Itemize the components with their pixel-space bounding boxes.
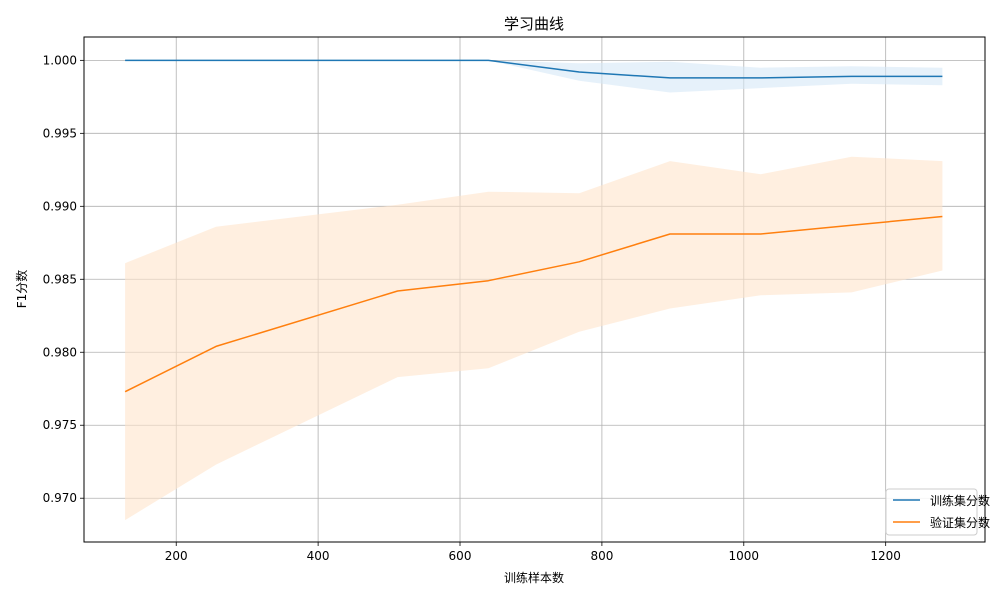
axis-ticks: 200 400 600 800 1000 1200 0.970 0.975 0.980 0.985…: [43, 53, 901, 563]
y-tick-label: 0.995: [43, 126, 77, 140]
x-axis-label: 训练样本数: [504, 570, 564, 585]
x-tick-label: 1200: [870, 549, 901, 563]
y-tick-label: 0.990: [43, 199, 77, 213]
x-tick-label: 200: [165, 549, 188, 563]
y-tick-label: 0.970: [43, 491, 77, 505]
legend-label-train: 训练集分数: [930, 493, 990, 508]
y-tick-label: 0.980: [43, 345, 77, 359]
y-tick-label: 0.985: [43, 272, 77, 286]
legend: 训练集分数 验证集分数: [885, 488, 990, 536]
y-tick-label: 1.000: [43, 53, 77, 67]
x-tick-label: 1000: [729, 549, 760, 563]
train-score-line: [125, 59, 943, 79]
y-axis-label: F1分数: [14, 270, 29, 309]
legend-label-validation: 验证集分数: [930, 515, 990, 530]
x-tick-label: 800: [590, 549, 613, 563]
plot-area-frame: [83, 36, 986, 543]
validation-score-line: [124, 215, 943, 393]
validation-score-band: [125, 156, 943, 521]
train-score-band: [125, 60, 943, 93]
x-tick-label: 400: [307, 549, 330, 563]
x-tick-label: 600: [449, 549, 472, 563]
y-tick-label: 0.975: [43, 418, 77, 432]
series-lines: [124, 59, 943, 393]
chart-title: 学习曲线: [504, 15, 564, 33]
confidence-bands: [125, 60, 943, 521]
